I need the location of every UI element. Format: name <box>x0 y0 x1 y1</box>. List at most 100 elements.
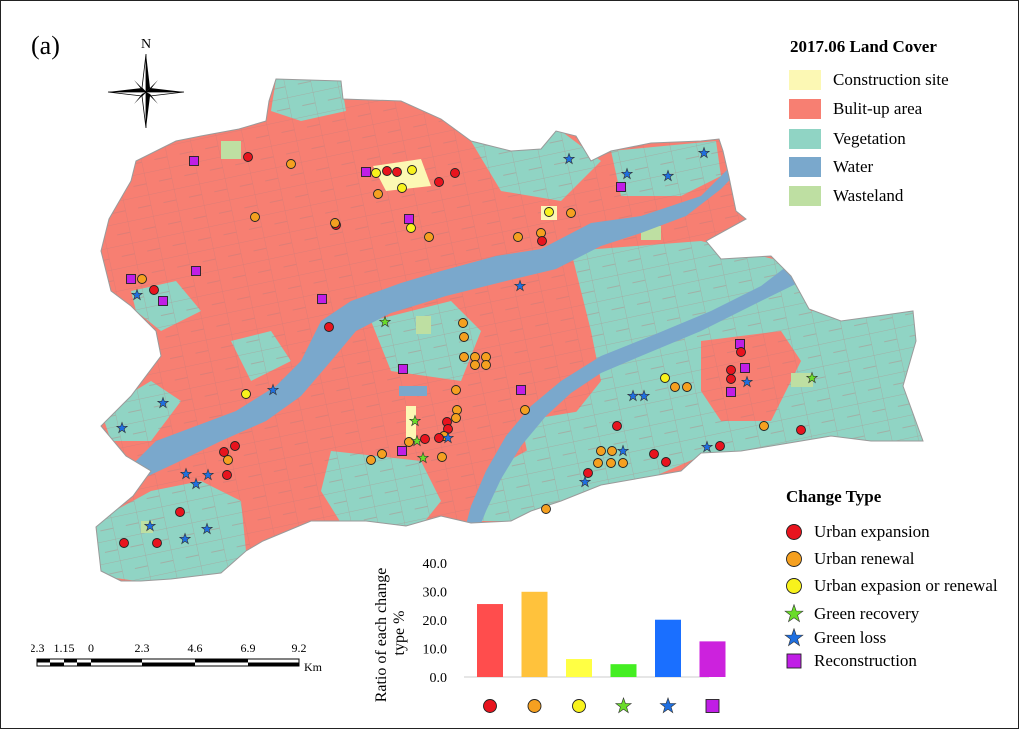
reconstruction-marker <box>516 385 526 395</box>
urban-expansion-marker <box>392 167 402 177</box>
scale-tick-label: 2.3 <box>31 641 45 655</box>
chart-bar <box>566 659 592 677</box>
water-river-north <box>131 141 746 477</box>
chart-y-axis-label: Ratio of each change type % <box>373 564 408 703</box>
chart-y-tick-label: 10.0 <box>423 643 448 658</box>
green-star-icon <box>784 604 804 623</box>
reconstruction-marker <box>397 446 407 456</box>
chart-bar <box>521 591 548 677</box>
legend-swatch <box>789 70 821 90</box>
reconstruction-marker <box>189 156 199 166</box>
urban-expansion-marker <box>450 168 460 178</box>
scale-tick-label: 6.9 <box>241 641 256 655</box>
yellow-circle-icon <box>786 578 802 594</box>
urban-expansion-marker <box>583 468 593 478</box>
scale-tick-label: 1.15 <box>54 641 75 655</box>
chart-x-symbol <box>483 699 497 713</box>
urban-renewal-marker <box>536 228 546 238</box>
change-legend-item-green-recovery: Green recovery <box>784 604 919 624</box>
green-loss-marker <box>178 532 192 545</box>
urban-renewal-marker <box>250 212 260 222</box>
scale-tick-label: 9.2 <box>292 641 307 655</box>
scale-tick-label: 0 <box>88 641 94 655</box>
change-legend-item-green-loss: Green loss <box>784 628 886 648</box>
green-loss-marker <box>130 288 144 301</box>
change-legend-item-urban-expansion: Urban expansion <box>784 522 930 542</box>
change-legend-item-reconstruction: Reconstruction <box>784 651 917 671</box>
green-loss-marker <box>626 389 640 402</box>
legend-item-label: Wasteland <box>833 186 904 205</box>
urban-expansion-marker <box>726 365 736 375</box>
urban-renewal-marker <box>404 437 414 447</box>
scale-unit-label: Km <box>304 660 323 674</box>
green-recovery-marker <box>416 451 430 464</box>
urban-renewal-marker <box>541 504 551 514</box>
urban-expansion-marker <box>726 374 736 384</box>
legend-item-label: Bulit-up area <box>833 99 923 118</box>
urban-expansion-or-renewal-marker <box>406 223 416 233</box>
urban-renewal-marker <box>451 413 461 423</box>
legend-item-builtup-area: Bulit-up area <box>789 98 922 120</box>
green-loss-marker <box>578 475 592 488</box>
urban-renewal-marker <box>451 385 461 395</box>
urban-renewal-marker <box>373 189 383 199</box>
urban-renewal-marker <box>459 332 469 342</box>
legend-item-vegetation: Vegetation <box>789 128 906 150</box>
urban-expansion-marker <box>152 538 162 548</box>
legend-item-label: Construction site <box>833 70 949 89</box>
chart-x-symbol <box>659 696 677 714</box>
urban-expansion-marker <box>649 449 659 459</box>
green-loss-marker <box>441 431 455 444</box>
urban-renewal-marker <box>566 208 576 218</box>
scale-bar: 2.3 1.15 0 2.3 4.6 6.9 9.2 Km <box>31 641 323 674</box>
chart-bar <box>655 619 681 677</box>
green-loss-marker <box>156 396 170 409</box>
reconstruction-marker <box>126 274 136 284</box>
legend-swatch <box>789 99 821 119</box>
urban-renewal-marker <box>459 352 469 362</box>
urban-expansion-or-renewal-marker <box>397 183 407 193</box>
reconstruction-marker <box>158 296 168 306</box>
reconstruction-marker <box>404 214 414 224</box>
chart-x-symbols <box>483 696 720 714</box>
green-recovery-marker <box>408 414 422 427</box>
red-circle-icon <box>786 524 802 540</box>
chart-y-axis-label-line: type % <box>391 611 408 656</box>
urban-renewal-marker <box>330 218 340 228</box>
scale-tick-label: 4.6 <box>188 641 203 655</box>
chart-x-symbol <box>527 699 542 713</box>
change-marker-layer <box>115 146 819 548</box>
change-legend-label: Urban expansion <box>814 522 930 541</box>
change-legend-label: Green recovery <box>814 604 920 623</box>
chart-bar <box>610 664 637 677</box>
urban-renewal-marker <box>607 446 617 456</box>
star-symbol <box>784 604 804 623</box>
urban-renewal-marker <box>593 458 603 468</box>
urban-renewal-marker <box>618 458 628 468</box>
panel-label: (a) <box>31 31 60 60</box>
urban-expansion-or-renewal-marker <box>407 165 417 175</box>
purple-square-icon <box>786 653 802 669</box>
chart-x-symbol <box>705 699 720 713</box>
legend-item-label: Water <box>833 157 874 176</box>
change-legend-label: Urban renewal <box>814 549 915 568</box>
urban-renewal-marker <box>424 232 434 242</box>
reconstruction-marker <box>740 363 750 373</box>
urban-renewal-marker <box>520 405 530 415</box>
urban-expansion-marker <box>149 285 159 295</box>
urban-expansion-marker <box>612 421 622 431</box>
north-arrow-compass-icon: N <box>107 37 185 129</box>
chart-bar <box>477 604 503 677</box>
green-loss-marker <box>616 444 630 457</box>
chart-y-ticks: 0.0 10.0 20.0 30.0 40.0 <box>423 557 448 686</box>
urban-expansion-or-renewal-marker <box>544 207 554 217</box>
urban-renewal-marker <box>606 458 616 468</box>
urban-expansion-marker <box>119 538 129 548</box>
legend-item-water: Water <box>789 156 873 178</box>
urban-expansion-marker <box>222 470 232 480</box>
circle-symbol <box>786 578 802 594</box>
star-symbol <box>784 628 804 647</box>
green-loss-marker <box>740 375 754 388</box>
orange-circle-icon <box>786 551 802 567</box>
